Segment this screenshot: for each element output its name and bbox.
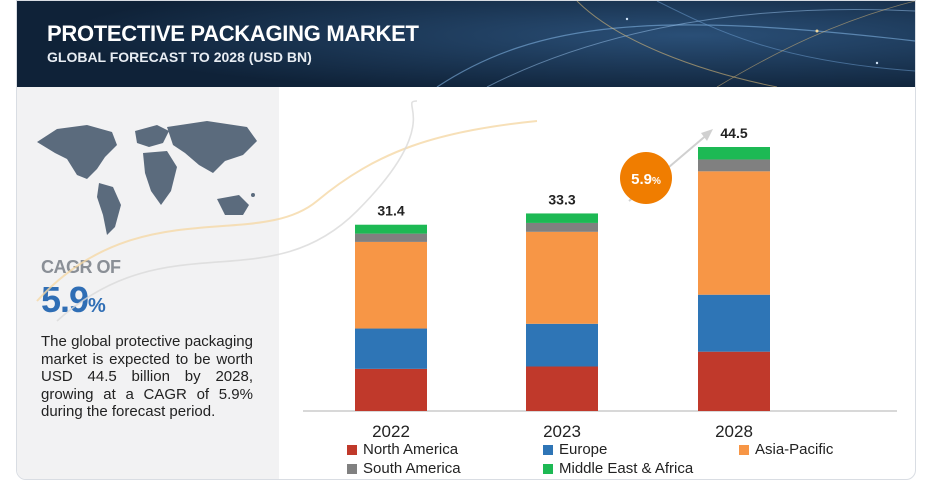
legend-item-asia-pacific: Asia-Pacific <box>739 441 833 458</box>
summary-description: The global protective packaging market i… <box>41 333 253 421</box>
legend-label: North America <box>363 441 459 458</box>
decor-swoosh <box>56 100 418 322</box>
legend-swatch <box>347 444 357 455</box>
cagr-unit: % <box>88 295 106 317</box>
legend-swatch <box>543 444 553 455</box>
legend-swatch <box>543 463 553 474</box>
bar-segment-europe-2022 <box>355 328 427 369</box>
bar-segment-south-america-2023 <box>526 222 598 232</box>
decor-swoosh <box>36 120 538 302</box>
bar-total-label: 31.4 <box>377 203 404 219</box>
header-banner: PROTECTIVE PACKAGING MARKET GLOBAL FOREC… <box>17 1 915 87</box>
bar-segment-asia-pacific-2028 <box>698 171 770 295</box>
cagr-label: CAGR OF <box>41 257 121 277</box>
legend-item-middle-east-africa: Middle East & Africa <box>543 460 693 477</box>
legend-label: South America <box>363 460 461 477</box>
bar-segment-middle-east-africa-2023 <box>526 213 598 223</box>
legend-swatch <box>347 463 357 474</box>
bar-segment-middle-east-africa-2022 <box>355 224 427 234</box>
chart-legend: North America Europe Asia-Pacific South … <box>347 441 907 479</box>
growth-bubble-label: 5.9% <box>631 171 661 188</box>
infographic-card: PROTECTIVE PACKAGING MARKET GLOBAL FOREC… <box>16 0 916 480</box>
legend-item-europe: Europe <box>543 441 607 458</box>
header-decoration <box>17 1 915 87</box>
growth-bubble-unit: % <box>652 176 661 187</box>
legend-item-north-america: North America <box>347 441 458 458</box>
growth-bubble <box>620 152 672 204</box>
world-map-icon <box>37 121 257 235</box>
bar-segment-middle-east-africa-2028 <box>698 147 770 160</box>
bar-segment-north-america-2023 <box>526 366 598 411</box>
page-title: PROTECTIVE PACKAGING MARKET <box>47 21 419 46</box>
bar-segment-asia-pacific-2023 <box>526 231 598 324</box>
x-tick-label: 2022 <box>372 422 410 441</box>
bar-segment-europe-2028 <box>698 294 770 352</box>
legend-swatch <box>739 444 749 455</box>
bar-total-label: 44.5 <box>720 125 747 141</box>
bar-segment-asia-pacific-2022 <box>355 241 427 329</box>
bar-segment-south-america-2028 <box>698 159 770 172</box>
bar-segment-south-america-2022 <box>355 233 427 242</box>
bar-segment-north-america-2028 <box>698 351 770 411</box>
growth-bubble-value: 5.9 <box>631 171 652 188</box>
legend-label: Europe <box>559 441 608 458</box>
legend-label: Asia-Pacific <box>755 441 834 458</box>
summary-panel: CAGR OF 5.9% The global protective packa… <box>17 87 279 479</box>
legend-item-south-america: South America <box>347 460 461 477</box>
legend-label: Middle East & Africa <box>559 460 694 477</box>
bar-segment-europe-2023 <box>526 323 598 367</box>
x-tick-label: 2028 <box>715 422 753 441</box>
page-subtitle: GLOBAL FORECAST TO 2028 (USD BN) <box>47 49 312 65</box>
bar-total-label: 33.3 <box>548 191 575 207</box>
bar-segment-north-america-2022 <box>355 368 427 411</box>
x-tick-label: 2023 <box>543 422 581 441</box>
stacked-bar-chart: 31.4 2022 33.3 2023 44.5 2028 5.9% <box>36 100 897 441</box>
